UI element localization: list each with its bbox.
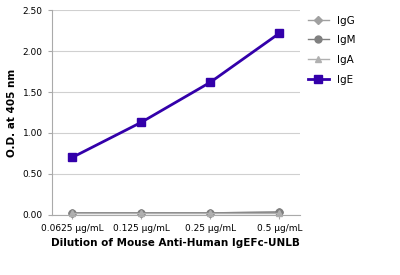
IgG — [70, 211, 75, 215]
Line: IgM: IgM — [69, 208, 283, 216]
X-axis label: Dilution of Mouse Anti-Human IgEFc-UNLB: Dilution of Mouse Anti-Human IgEFc-UNLB — [51, 238, 300, 248]
Legend: IgG, IgM, IgA, IgE: IgG, IgM, IgA, IgE — [308, 16, 355, 85]
IgG — [139, 211, 144, 215]
Line: IgA: IgA — [69, 209, 283, 216]
Line: IgG: IgG — [70, 209, 282, 216]
IgA — [139, 211, 144, 215]
IgE — [70, 156, 75, 159]
IgG — [277, 210, 282, 214]
IgM — [277, 210, 282, 214]
IgE — [208, 81, 213, 84]
IgA — [277, 211, 282, 215]
IgM — [70, 211, 75, 215]
IgE — [139, 121, 144, 124]
Y-axis label: O.D. at 405 nm: O.D. at 405 nm — [7, 68, 17, 156]
IgM — [139, 211, 144, 215]
IgA — [208, 211, 213, 215]
IgM — [208, 211, 213, 215]
IgA — [70, 211, 75, 215]
IgE — [277, 32, 282, 35]
Line: IgE: IgE — [68, 29, 284, 161]
IgG — [208, 211, 213, 215]
